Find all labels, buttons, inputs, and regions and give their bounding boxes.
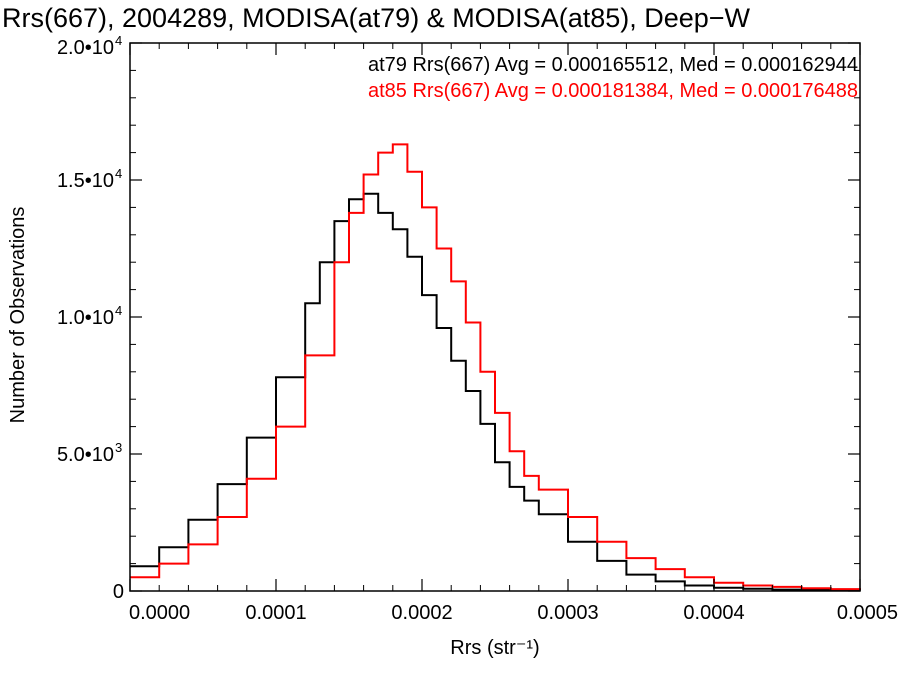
x-axis: 0.0000 0.0001 0.0002 0.0003 0.0004 0.0005 [129,43,898,624]
y-tick-label: 2.0•10 [57,37,114,59]
plot-frame [129,42,861,592]
series-line-at85 [130,143,861,591]
x-axis-label: Rrs (str⁻¹) [450,637,539,659]
y-axis: 05.0•10 31.0•10 41.5•10 42.0•10 4 [57,33,860,603]
y-tick-exponent: 3 [115,440,122,455]
plot-area [130,143,861,592]
y-tick-label: 5.0•10 [57,444,114,466]
annotation-at79-stats: at79 Rrs(667) Avg = 0.000165512, Med = 0… [368,54,858,76]
y-tick-exponent: 4 [115,303,122,318]
y-tick-exponent: 4 [115,33,122,48]
x-tick-label: 0.0002 [391,602,452,624]
annotation-at85-stats: at85 Rrs(667) Avg = 0.000181384, Med = 0… [368,80,858,102]
x-tick-label: 0.0003 [537,602,598,624]
x-tick-label: 0.0000 [129,602,190,624]
y-tick-label: 1.5•10 [57,170,114,192]
x-tick-label: 0.0005 [837,602,898,624]
y-tick-label: 1.0•10 [57,307,114,329]
x-tick-label: 0.0001 [245,602,306,624]
y-tick-label: 0 [113,581,124,603]
chart-title: Rrs(667), 2004289, MODISA(at79) & MODISA… [2,3,751,33]
y-tick-exponent: 4 [115,166,122,181]
y-axis-label: Number of Observations [7,207,29,424]
x-tick-label: 0.0004 [683,602,744,624]
